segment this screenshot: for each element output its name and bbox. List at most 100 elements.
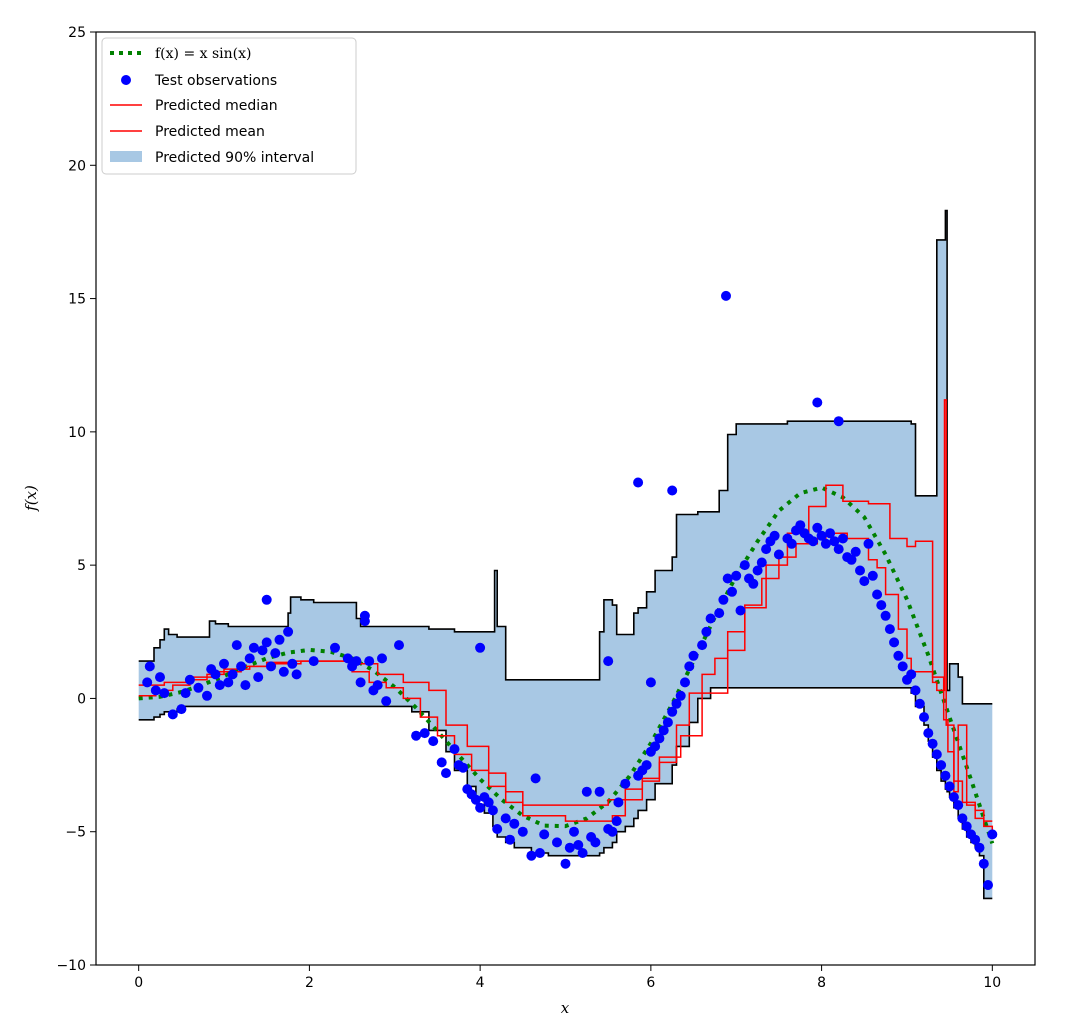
observation-point bbox=[210, 669, 221, 680]
observation-point bbox=[261, 594, 272, 605]
observation-point bbox=[283, 626, 294, 637]
observation-point bbox=[680, 677, 690, 688]
observation-point bbox=[458, 762, 469, 773]
observation-point bbox=[697, 640, 708, 651]
observation-point bbox=[714, 608, 725, 619]
y-tick-label: −10 bbox=[56, 958, 86, 974]
observation-point bbox=[564, 842, 575, 853]
observation-point bbox=[876, 600, 887, 611]
observation-point bbox=[650, 741, 661, 752]
y-tick-label: 0 bbox=[77, 691, 86, 707]
observation-point bbox=[936, 760, 947, 771]
observation-point bbox=[355, 677, 366, 688]
observation-point bbox=[248, 642, 259, 653]
observation-point bbox=[517, 826, 528, 837]
observation-point bbox=[705, 613, 716, 624]
observation-point bbox=[718, 594, 729, 605]
observation-point bbox=[884, 624, 895, 635]
observation-point bbox=[654, 733, 665, 744]
observation-point bbox=[611, 816, 622, 827]
observation-point bbox=[236, 661, 247, 672]
y-tick-label: 10 bbox=[68, 425, 86, 441]
observation-point bbox=[509, 818, 520, 829]
x-tick-label: 0 bbox=[134, 975, 143, 991]
observation-point bbox=[394, 640, 404, 651]
observation-point bbox=[927, 738, 938, 749]
observation-point bbox=[910, 685, 921, 696]
axis-ticks: 0 2 4 6 8 10 −10 −5 0 5 10 15 20 25 bbox=[56, 25, 1001, 991]
legend-box bbox=[101, 37, 357, 175]
observation-point bbox=[863, 538, 874, 549]
legend-label-observations: Test observations bbox=[154, 73, 277, 89]
observation-point bbox=[577, 848, 588, 858]
observation-point bbox=[721, 290, 731, 301]
observation-point bbox=[688, 650, 699, 661]
x-tick-label: 8 bbox=[817, 975, 826, 991]
observation-point bbox=[150, 685, 161, 696]
observation-point bbox=[193, 682, 204, 693]
y-tick-label: 20 bbox=[68, 158, 86, 174]
interval-band bbox=[138, 210, 993, 899]
observation-point bbox=[214, 680, 225, 691]
observation-point bbox=[470, 794, 481, 805]
legend-label-function: f(x) = x sin(x) bbox=[155, 46, 251, 62]
observation-point bbox=[590, 837, 601, 848]
observation-point bbox=[505, 834, 515, 845]
observation-point bbox=[270, 648, 281, 659]
observation-point bbox=[274, 634, 285, 645]
observation-point bbox=[889, 637, 900, 648]
mean-line bbox=[138, 484, 993, 822]
observation-point bbox=[897, 661, 908, 672]
observation-point bbox=[855, 565, 865, 576]
observation-point bbox=[287, 658, 298, 669]
observation-point bbox=[159, 688, 170, 699]
observation-point bbox=[534, 848, 545, 858]
observation-point bbox=[987, 829, 998, 840]
observation-point bbox=[581, 786, 592, 797]
observation-point bbox=[752, 565, 763, 576]
observation-point bbox=[539, 829, 550, 840]
observation-point bbox=[359, 610, 370, 621]
plot-area bbox=[138, 209, 998, 900]
observation-point bbox=[351, 656, 362, 667]
observation-point bbox=[675, 690, 686, 701]
observation-point bbox=[795, 520, 806, 531]
observation-point bbox=[492, 824, 503, 834]
legend-swatch-observations bbox=[121, 75, 131, 85]
x-tick-label: 4 bbox=[476, 975, 485, 991]
observation-point bbox=[594, 786, 605, 797]
observation-point bbox=[978, 858, 989, 869]
legend-label-mean: Predicted mean bbox=[155, 124, 265, 140]
observation-point bbox=[816, 530, 827, 541]
observation-point bbox=[155, 672, 165, 683]
observation-point bbox=[633, 477, 644, 488]
observation-point bbox=[381, 696, 392, 707]
observation-point bbox=[184, 674, 195, 685]
observation-point bbox=[756, 557, 767, 568]
observation-point bbox=[620, 778, 631, 789]
observation-point bbox=[475, 802, 486, 813]
y-axis-label: f(x) bbox=[22, 485, 40, 512]
observation-point bbox=[961, 821, 972, 832]
observation-point bbox=[449, 744, 460, 755]
observation-point bbox=[667, 485, 678, 496]
observation-point bbox=[607, 826, 618, 837]
observation-point bbox=[846, 554, 857, 565]
observation-point bbox=[948, 792, 959, 803]
observation-point bbox=[487, 805, 498, 816]
observation-point bbox=[953, 800, 964, 811]
y-tick-label: 15 bbox=[68, 292, 86, 308]
x-tick-label: 2 bbox=[305, 975, 314, 991]
observation-point bbox=[786, 538, 797, 549]
legend: f(x) = x sin(x) Test observations Predic… bbox=[101, 37, 357, 175]
x-tick-label: 10 bbox=[983, 975, 1001, 991]
observation-point bbox=[983, 880, 993, 890]
observation-point bbox=[662, 717, 673, 728]
observation-point bbox=[833, 416, 844, 427]
observation-point bbox=[808, 536, 819, 547]
observation-point bbox=[180, 688, 191, 699]
observation-point bbox=[919, 712, 929, 723]
observation-point bbox=[658, 725, 669, 736]
observation-point bbox=[411, 730, 422, 741]
